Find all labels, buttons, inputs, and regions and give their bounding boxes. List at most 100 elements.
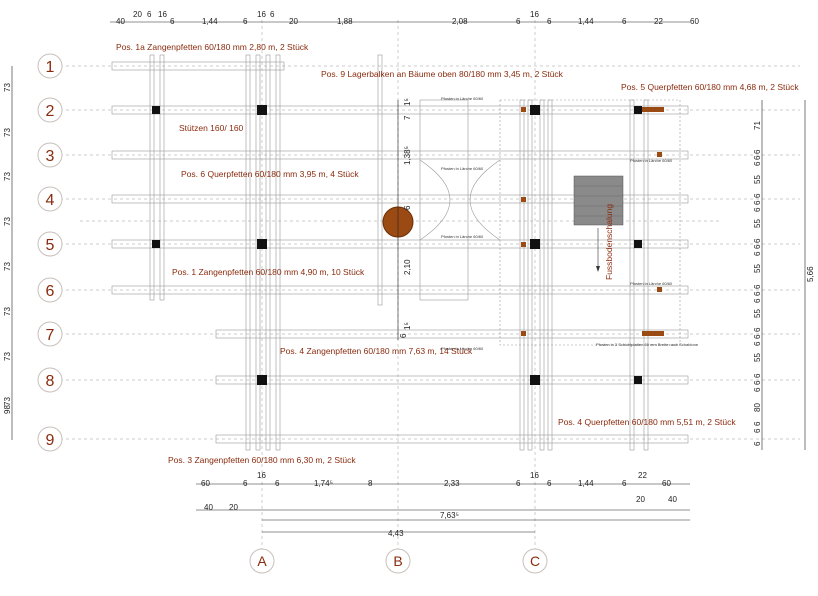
horizontal-beams — [111, 61, 689, 444]
svg-text:6: 6 — [547, 17, 552, 26]
dimension-left-98: 98 — [3, 405, 12, 414]
svg-text:6: 6 — [753, 334, 762, 339]
svg-text:71: 71 — [753, 121, 762, 130]
svg-text:6: 6 — [622, 17, 627, 26]
row-axis-bubbles — [37, 53, 63, 452]
svg-text:73: 73 — [3, 217, 12, 226]
dimensions-right: 71 6 6 6 55 6 6 6 55 6 6 6 55 6 6 6 55 6… — [753, 121, 815, 446]
svg-text:4,43: 4,43 — [388, 529, 404, 538]
svg-text:73: 73 — [3, 397, 12, 406]
svg-text:40: 40 — [116, 17, 125, 26]
svg-text:6: 6 — [753, 327, 762, 332]
row-axis-labels: 1 2 3 4 5 6 7 8 9 — [46, 59, 55, 449]
svg-text:16: 16 — [158, 10, 167, 19]
dimensions-top: 40 20 6 16 6 1,44 6 16 6 20 1,88 2,08 6 … — [116, 10, 699, 26]
column-axis-bubbles — [249, 548, 548, 574]
svg-text:20: 20 — [289, 17, 298, 26]
floor-boarding-area — [573, 175, 624, 272]
label-pos4-quer: Pos. 4 Querpfetten 60/180 mm 5,51 m, 2 S… — [558, 417, 736, 427]
component-labels: Pos. 1a Zangenpfetten 60/180 mm 2,80 m, … — [116, 42, 799, 465]
svg-text:1⁵: 1⁵ — [403, 322, 412, 330]
label-fussboden: Fussbodenschalung — [604, 204, 614, 280]
svg-text:Pfosten in Lärche 60/60: Pfosten in Lärche 60/60 — [441, 166, 484, 171]
svg-text:6: 6 — [547, 479, 552, 488]
svg-text:1,74⁵: 1,74⁵ — [314, 479, 333, 488]
svg-text:6: 6 — [753, 387, 762, 392]
vertical-beams — [149, 54, 681, 451]
svg-text:6: 6 — [516, 479, 521, 488]
svg-text:6: 6 — [753, 251, 762, 256]
row-label-7: 7 — [46, 327, 55, 344]
label-pos5: Pos. 5 Querpfetten 60/180 mm 4,68 m, 2 S… — [621, 82, 799, 92]
svg-text:60: 60 — [690, 17, 699, 26]
svg-text:Pfosten in Lärche 60/60: Pfosten in Lärche 60/60 — [441, 346, 484, 351]
svg-text:2,10: 2,10 — [403, 259, 412, 275]
svg-text:6: 6 — [753, 441, 762, 446]
label-pos1a: Pos. 1a Zangenpfetten 60/180 mm 2,80 m, … — [116, 42, 309, 52]
svg-text:6: 6 — [753, 193, 762, 198]
svg-text:6: 6 — [753, 341, 762, 346]
svg-text:6: 6 — [753, 155, 762, 160]
svg-text:6: 6 — [403, 205, 412, 210]
post-notes: Pfosten in Lärche 60/60 Pfosten in Lärch… — [441, 96, 699, 351]
dimensions-bottom: 60 6 16 6 1,74⁵ 8 2,33 6 16 6 1,44 6 22 … — [201, 471, 677, 538]
svg-text:6: 6 — [753, 421, 762, 426]
svg-text:1,44: 1,44 — [578, 17, 594, 26]
svg-text:Pfosten in Lärche 60/60: Pfosten in Lärche 60/60 — [630, 281, 673, 286]
svg-text:6: 6 — [516, 17, 521, 26]
svg-text:6: 6 — [753, 149, 762, 154]
svg-text:40: 40 — [204, 503, 213, 512]
svg-text:73: 73 — [3, 352, 12, 361]
svg-text:5,66: 5,66 — [806, 266, 815, 282]
svg-text:60: 60 — [662, 479, 671, 488]
svg-text:8: 8 — [368, 479, 373, 488]
svg-text:7,63⁵: 7,63⁵ — [440, 511, 459, 520]
larch-posts — [521, 107, 664, 336]
posts — [152, 105, 642, 385]
svg-text:Pfosten in Lärche 60/60: Pfosten in Lärche 60/60 — [441, 234, 484, 239]
grid-lines — [60, 20, 800, 550]
svg-text:16: 16 — [530, 10, 539, 19]
svg-text:55: 55 — [753, 175, 762, 184]
svg-text:6: 6 — [753, 291, 762, 296]
svg-text:6: 6 — [243, 17, 248, 26]
svg-text:Pfosten in 3 Schichtplatten 60: Pfosten in 3 Schichtplatten 60 mm Breite… — [596, 342, 699, 347]
svg-text:22: 22 — [638, 471, 647, 480]
svg-text:73: 73 — [3, 172, 12, 181]
svg-text:6: 6 — [753, 238, 762, 243]
svg-text:6: 6 — [170, 17, 175, 26]
svg-text:55: 55 — [753, 264, 762, 273]
svg-text:6: 6 — [275, 479, 280, 488]
svg-text:55: 55 — [753, 353, 762, 362]
svg-text:2,33: 2,33 — [444, 479, 460, 488]
svg-text:55: 55 — [753, 219, 762, 228]
svg-text:Pfosten in Lärche 60/60: Pfosten in Lärche 60/60 — [441, 96, 484, 101]
svg-text:1,44: 1,44 — [578, 479, 594, 488]
svg-text:6: 6 — [753, 244, 762, 249]
svg-text:6: 6 — [270, 10, 275, 19]
dimensions-middle: 1⁵ 7 1,38⁵ 6 2,10 6 1⁵ — [399, 98, 412, 338]
svg-text:6: 6 — [753, 428, 762, 433]
svg-text:16: 16 — [530, 471, 539, 480]
svg-text:80: 80 — [753, 403, 762, 412]
svg-text:6: 6 — [753, 200, 762, 205]
svg-text:6: 6 — [753, 298, 762, 303]
label-pos4-zangen: Pos. 4 Zangenpfetten 60/180 mm 7,63 m, 1… — [280, 346, 473, 356]
label-pos3: Pos. 3 Zangenpfetten 60/180 mm 6,30 m, 2… — [168, 455, 356, 465]
dimension-lines — [11, 21, 806, 533]
svg-text:2,08: 2,08 — [452, 17, 468, 26]
svg-text:6: 6 — [753, 284, 762, 289]
svg-text:73: 73 — [3, 307, 12, 316]
column-axis-labels: A B C — [257, 553, 540, 569]
dimensions-left: 73 73 73 73 73 73 73 73 — [3, 83, 12, 406]
svg-text:73: 73 — [3, 83, 12, 92]
row-label-6: 6 — [46, 283, 55, 300]
svg-text:16: 16 — [257, 10, 266, 19]
label-pos6: Pos. 6 Querpfetten 60/180 mm 3,95 m, 4 S… — [181, 169, 359, 179]
svg-text:55: 55 — [753, 309, 762, 318]
svg-text:6: 6 — [622, 479, 627, 488]
svg-text:7: 7 — [403, 115, 412, 120]
label-stuetzen: Stützen 160/ 160 — [179, 123, 244, 133]
svg-text:60: 60 — [201, 479, 210, 488]
